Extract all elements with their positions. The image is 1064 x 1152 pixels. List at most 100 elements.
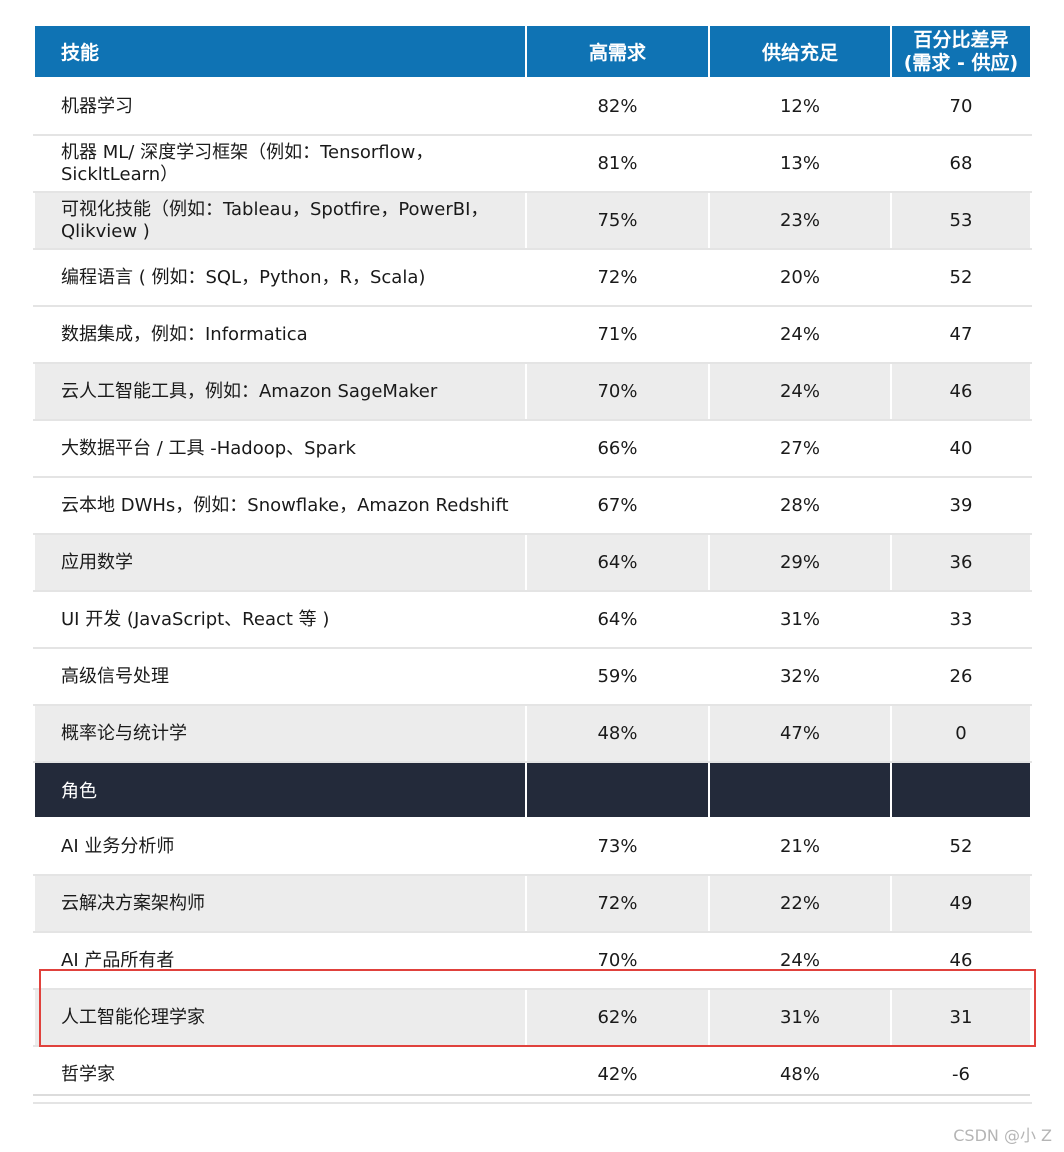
role-name: 人工智能伦理学家: [33, 988, 527, 1047]
header-skill: 技能: [33, 24, 527, 79]
skill-name: 可视化技能（例如：Tableau，Spotfire，PowerBI， Qlikv…: [33, 191, 527, 250]
demand-value: 70%: [525, 362, 710, 421]
table-row: 高级信号处理 59% 32% 26: [33, 647, 1032, 706]
supply-value: 31%: [708, 590, 892, 649]
diff-value: 47: [890, 305, 1032, 364]
demand-value: 81%: [525, 134, 710, 193]
table-row: 大数据平台 / 工具 -Hadoop、Spark 66% 27% 40: [33, 419, 1032, 478]
table-row: 云人工智能工具，例如：Amazon SageMaker 70% 24% 46: [33, 362, 1032, 421]
skill-name: 云人工智能工具，例如：Amazon SageMaker: [33, 362, 527, 421]
skills-roles-table: 技能 高需求 供给充足 百分比差异 (需求 - 供应) 机器学习 82% 12%…: [33, 24, 1032, 1104]
supply-value: 28%: [708, 476, 892, 535]
demand-value: 82%: [525, 77, 710, 136]
diff-value: 0: [890, 704, 1032, 763]
table-row: AI 产品所有者 70% 24% 46: [33, 931, 1032, 990]
diff-value: 31: [890, 988, 1032, 1047]
demand-value: 67%: [525, 476, 710, 535]
demand-value: 64%: [525, 533, 710, 592]
supply-value: 24%: [708, 305, 892, 364]
roles-section-empty-cell: [708, 761, 892, 819]
table-row: 概率论与统计学 48% 47% 0: [33, 704, 1032, 763]
supply-value: 47%: [708, 704, 892, 763]
demand-value: 64%: [525, 590, 710, 649]
diff-value: 46: [890, 362, 1032, 421]
supply-value: 22%: [708, 874, 892, 933]
diff-value: 53: [890, 191, 1032, 250]
supply-value: 13%: [708, 134, 892, 193]
skill-name-line2: SickltLearn）: [61, 163, 179, 185]
supply-value: 29%: [708, 533, 892, 592]
role-name: 云解决方案架构师: [33, 874, 527, 933]
demand-value: 62%: [525, 988, 710, 1047]
roles-section-empty-cell: [890, 761, 1032, 819]
demand-value: 59%: [525, 647, 710, 706]
diff-value: 36: [890, 533, 1032, 592]
table-row: AI 业务分析师 73% 21% 52: [33, 817, 1032, 876]
supply-value: 21%: [708, 817, 892, 876]
diff-value: 70: [890, 77, 1032, 136]
table-row: UI 开发 (JavaScript、React 等 ) 64% 31% 33: [33, 590, 1032, 649]
supply-value: 12%: [708, 77, 892, 136]
diff-value: 26: [890, 647, 1032, 706]
supply-value: 32%: [708, 647, 892, 706]
demand-value: 72%: [525, 874, 710, 933]
diff-value: 52: [890, 817, 1032, 876]
table-row: 可视化技能（例如：Tableau，Spotfire，PowerBI， Qlikv…: [33, 191, 1032, 250]
table-row: 云本地 DWHs，例如：Snowflake，Amazon Redshift 67…: [33, 476, 1032, 535]
role-name: AI 产品所有者: [33, 931, 527, 990]
demand-value: 73%: [525, 817, 710, 876]
table-row: 编程语言 ( 例如：SQL，Python，R，Scala) 72% 20% 52: [33, 248, 1032, 307]
header-supply: 供给充足: [708, 24, 892, 79]
skill-name-line1: 机器 ML/ 深度学习框架（例如：Tensorflow，: [61, 141, 434, 163]
skill-name: 机器学习: [33, 77, 527, 136]
skill-name: 云本地 DWHs，例如：Snowflake，Amazon Redshift: [33, 476, 527, 535]
diff-value: 68: [890, 134, 1032, 193]
skill-name: 大数据平台 / 工具 -Hadoop、Spark: [33, 419, 527, 478]
header-demand: 高需求: [525, 24, 710, 79]
diff-value: 49: [890, 874, 1032, 933]
demand-value: 71%: [525, 305, 710, 364]
table-row-highlighted: 人工智能伦理学家 62% 31% 31: [33, 988, 1032, 1047]
table-row: 应用数学 64% 29% 36: [33, 533, 1032, 592]
header-diff-line2: (需求 - 供应): [903, 51, 1019, 74]
supply-value: 24%: [708, 931, 892, 990]
diff-value: 40: [890, 419, 1032, 478]
role-name: AI 业务分析师: [33, 817, 527, 876]
diff-value: 33: [890, 590, 1032, 649]
diff-value: 46: [890, 931, 1032, 990]
diff-value: 39: [890, 476, 1032, 535]
demand-value: 42%: [525, 1045, 710, 1104]
supply-value: 27%: [708, 419, 892, 478]
demand-value: 72%: [525, 248, 710, 307]
demand-value: 66%: [525, 419, 710, 478]
roles-section-empty-cell: [525, 761, 710, 819]
demand-value: 70%: [525, 931, 710, 990]
roles-section-label: 角色: [33, 761, 527, 819]
demand-value: 75%: [525, 191, 710, 250]
table-row: 云解决方案架构师 72% 22% 49: [33, 874, 1032, 933]
skill-name: UI 开发 (JavaScript、React 等 ): [33, 590, 527, 649]
header-diff-line1: 百分比差异: [913, 28, 1009, 51]
table-row: 数据集成，例如：Informatica 71% 24% 47: [33, 305, 1032, 364]
diff-value: 52: [890, 248, 1032, 307]
roles-section-row: 角色: [33, 761, 1032, 819]
skill-name: 编程语言 ( 例如：SQL，Python，R，Scala): [33, 248, 527, 307]
skill-name: 机器 ML/ 深度学习框架（例如：Tensorflow， SickltLearn…: [33, 134, 527, 193]
skill-name: 应用数学: [33, 533, 527, 592]
supply-value: 23%: [708, 191, 892, 250]
skill-name: 数据集成，例如：Informatica: [33, 305, 527, 364]
skill-name-line2: Qlikview ): [61, 220, 150, 242]
skill-name: 高级信号处理: [33, 647, 527, 706]
supply-value: 31%: [708, 988, 892, 1047]
skill-name: 概率论与统计学: [33, 704, 527, 763]
header-diff: 百分比差异 (需求 - 供应): [890, 24, 1032, 79]
supply-value: 24%: [708, 362, 892, 421]
watermark: CSDN @小 Z: [953, 1126, 1052, 1145]
demand-value: 48%: [525, 704, 710, 763]
skill-name-line1: 可视化技能（例如：Tableau，Spotfire，PowerBI，: [61, 198, 489, 220]
supply-value: 20%: [708, 248, 892, 307]
table-bottom-border: [33, 1094, 1030, 1096]
table-header-row: 技能 高需求 供给充足 百分比差异 (需求 - 供应): [33, 24, 1032, 79]
table-row: 机器 ML/ 深度学习框架（例如：Tensorflow， SickltLearn…: [33, 134, 1032, 193]
table-row: 机器学习 82% 12% 70: [33, 77, 1032, 136]
